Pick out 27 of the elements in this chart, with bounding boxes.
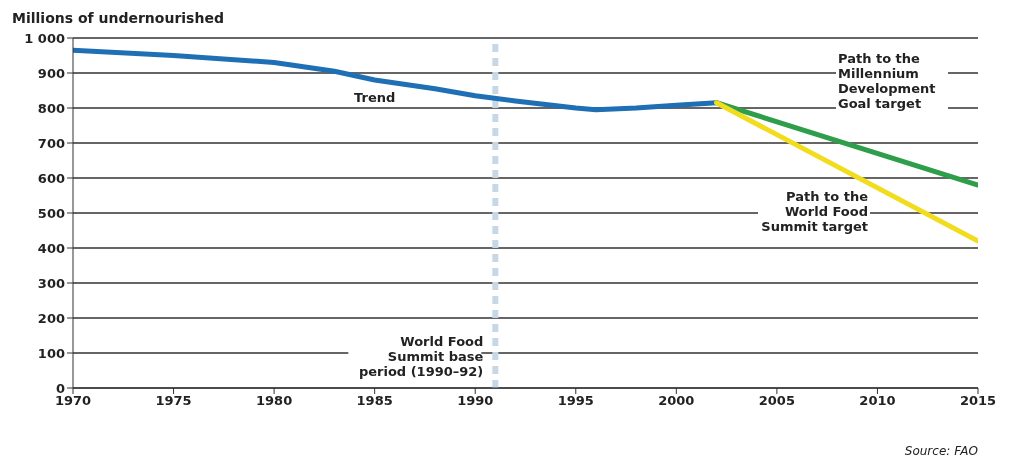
x-tick-label: 1985 [356, 393, 393, 409]
y-tick-label: 500 [37, 205, 65, 221]
y-axis-title: Millions of undernourished [12, 10, 224, 26]
y-tick-label: 900 [37, 65, 65, 81]
y-tick-label: 400 [37, 240, 65, 256]
x-tick-label: 1980 [256, 393, 293, 409]
y-tick-label: 700 [37, 135, 65, 151]
series-label: Path to the World Food Summit target [761, 189, 869, 234]
x-tick-label: 1990 [457, 393, 494, 409]
y-tick-label: 300 [37, 275, 65, 291]
series-label: Trend [354, 90, 396, 105]
y-tick-label: 600 [37, 170, 65, 186]
x-tick-label: 2000 [658, 393, 695, 409]
text: Path to the Millennium Development Goal target [838, 50, 936, 111]
x-tick-label: 2015 [959, 393, 997, 409]
x-tick-label: 1995 [557, 393, 594, 409]
x-tick-label: 1970 [54, 393, 92, 409]
y-tick-label: 800 [37, 100, 65, 116]
source-note: Source: FAO [904, 444, 978, 458]
y-tick-label: 1 000 [24, 30, 65, 46]
y-tick-label: 100 [37, 345, 65, 361]
x-tick-label: 2010 [859, 393, 896, 409]
y-tick-label: 200 [37, 310, 65, 326]
y-tick-label: 0 [55, 380, 65, 396]
x-tick-label: 2005 [758, 393, 795, 409]
x-tick-label: 1975 [155, 393, 192, 409]
ref-line-label: World Food Summit base period (1990–92) [358, 334, 484, 379]
